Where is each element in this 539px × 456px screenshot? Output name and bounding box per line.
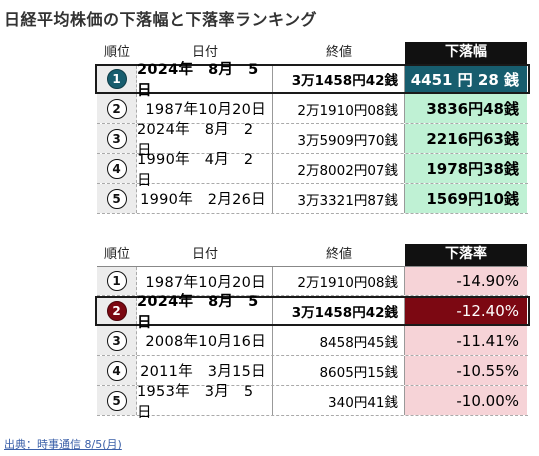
rank-cell: 4 — [97, 356, 137, 385]
rank-cell: 1 — [97, 267, 137, 295]
date-cell: 1953年 3月 5日 — [137, 384, 273, 421]
close-cell: 8458円45銭 — [273, 326, 405, 355]
drop-cell: 3836円48銭 — [405, 94, 527, 123]
rank-cell: 3 — [97, 124, 137, 153]
drop-cell: 1978円38銭 — [405, 154, 527, 183]
close-cell: 2万1910円08銭 — [273, 94, 405, 123]
header-date: 日付 — [191, 247, 218, 262]
table-row: 3 2024年 8月 2日 3万5909円70銭 2216円63銭 — [97, 122, 528, 159]
header-close: 終値 — [325, 45, 352, 60]
drop-cell: -12.40% — [405, 298, 527, 324]
table-row: 2 1987年10月20日 2万1910円08銭 3836円48銭 — [97, 94, 528, 124]
table-row: 5 1953年 3月 5日 340円41銭 -10.00% — [97, 384, 528, 421]
table-row: 4 1990年 4月 2日 2万8002円07銭 1978円38銭 — [97, 152, 528, 189]
drop-cell: -14.90% — [405, 267, 527, 295]
date-cell: 1987年10月20日 — [137, 267, 273, 295]
rank-cell: 5 — [97, 386, 137, 415]
drop-rate-table: 順位 日付 終値 下落率 1 1987年10月20日 2万1910円08銭 -1… — [95, 240, 530, 421]
table-row: 4 2011年 3月15日 8605円15銭 -10.55% — [97, 356, 528, 386]
close-cell: 3万3321円87銭 — [273, 184, 405, 213]
source-link[interactable]: 出典：時事通信 8/5(月) — [4, 438, 122, 451]
drop-cell: 2216円63銭 — [405, 124, 527, 153]
date-cell: 1990年 4月 2日 — [137, 152, 273, 189]
drop-cell: -10.00% — [405, 386, 527, 415]
table-row: 5 1990年 2月26日 3万3321円87銭 1569円10銭 — [97, 184, 528, 214]
rank-cell: 2 — [97, 298, 137, 324]
header-date: 日付 — [191, 45, 218, 60]
rank-badge: 1 — [106, 69, 127, 89]
close-cell: 340円41銭 — [273, 386, 405, 415]
close-cell: 2万1910円08銭 — [273, 267, 405, 295]
page-title: 日経平均株価の下落幅と下落率ランキング — [4, 10, 318, 29]
close-cell: 3万1458円42銭 — [273, 298, 405, 324]
close-cell: 8605円15銭 — [273, 356, 405, 385]
table-row: 2 2024年 8月 5日 3万1458円42銭 -12.40% — [95, 294, 530, 331]
drop-cell: -11.41% — [405, 326, 527, 355]
header-drop-rate: 下落率 — [405, 244, 527, 266]
drop-cell: 1569円10銭 — [405, 184, 527, 213]
rank-cell: 4 — [97, 154, 137, 183]
table-header: 順位 日付 終値 下落幅 — [97, 38, 528, 64]
table-header: 順位 日付 終値 下落率 — [97, 240, 528, 266]
rank-cell: 2 — [97, 94, 137, 123]
date-cell: 2024年 8月 5日 — [137, 62, 273, 99]
rank-badge: 5 — [106, 390, 127, 411]
rank-badge: 2 — [106, 301, 127, 321]
table-row: 3 2008年10月16日 8458円45銭 -11.41% — [97, 326, 528, 356]
date-cell: 2008年10月16日 — [137, 326, 273, 355]
rank-badge: 2 — [106, 98, 127, 119]
date-cell: 2011年 3月15日 — [137, 356, 273, 385]
rank-badge: 4 — [106, 360, 127, 381]
date-cell: 1990年 2月26日 — [137, 184, 273, 213]
rank-badge: 3 — [106, 128, 127, 149]
drop-cell: -10.55% — [405, 356, 527, 385]
rank-badge: 5 — [106, 188, 127, 209]
date-cell: 1987年10月20日 — [137, 94, 273, 123]
rank-badge: 3 — [106, 330, 127, 351]
rank-cell: 5 — [97, 184, 137, 213]
rank-cell: 1 — [97, 66, 137, 92]
header-close: 終値 — [325, 247, 352, 262]
date-cell: 2024年 8月 5日 — [137, 294, 273, 331]
header-rank: 順位 — [103, 45, 130, 60]
rank-badge: 4 — [106, 158, 127, 179]
header-drop-width: 下落幅 — [405, 42, 527, 64]
header-rank: 順位 — [103, 247, 130, 262]
close-cell: 3万1458円42銭 — [273, 66, 405, 92]
drop-cell: 4451 円 28 銭 — [405, 66, 527, 92]
table-row: 1 1987年10月20日 2万1910円08銭 -14.90% — [97, 266, 528, 296]
rank-badge: 1 — [106, 271, 127, 291]
table-row: 1 2024年 8月 5日 3万1458円42銭 4451 円 28 銭 — [95, 62, 530, 99]
rank-cell: 3 — [97, 326, 137, 355]
close-cell: 3万5909円70銭 — [273, 124, 405, 153]
drop-width-table: 順位 日付 終値 下落幅 1 2024年 8月 5日 3万1458円42銭 44… — [95, 38, 530, 214]
close-cell: 2万8002円07銭 — [273, 154, 405, 183]
